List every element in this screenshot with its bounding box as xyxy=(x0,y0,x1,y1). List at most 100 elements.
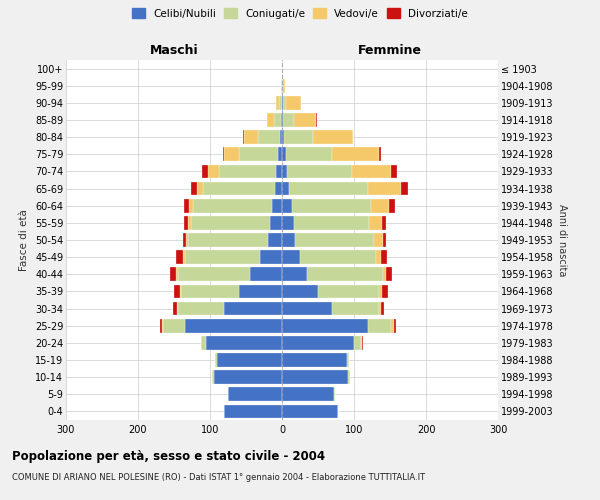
Bar xyxy=(275,182,282,196)
Bar xyxy=(289,182,368,196)
Bar xyxy=(371,199,389,212)
Bar xyxy=(318,284,379,298)
Bar xyxy=(295,233,374,247)
Bar xyxy=(176,250,184,264)
Bar xyxy=(185,319,282,332)
Bar xyxy=(191,216,271,230)
Bar xyxy=(379,302,382,316)
Bar xyxy=(361,336,362,349)
Bar xyxy=(347,353,349,367)
Bar xyxy=(267,113,274,127)
Bar xyxy=(316,113,317,127)
Bar xyxy=(244,130,258,144)
Bar xyxy=(243,130,244,144)
Bar xyxy=(275,96,279,110)
Bar xyxy=(282,268,307,281)
Bar xyxy=(184,216,188,230)
Bar xyxy=(272,199,282,212)
Bar xyxy=(276,164,282,178)
Bar xyxy=(282,404,338,418)
Bar xyxy=(282,302,332,316)
Bar xyxy=(292,199,371,212)
Bar xyxy=(274,113,281,127)
Bar xyxy=(386,268,392,281)
Bar xyxy=(224,404,282,418)
Bar xyxy=(197,182,203,196)
Bar xyxy=(212,370,214,384)
Bar xyxy=(176,268,178,281)
Bar xyxy=(391,164,397,178)
Bar xyxy=(280,130,282,144)
Bar xyxy=(354,336,361,349)
Bar xyxy=(287,164,352,178)
Bar xyxy=(223,148,224,161)
Bar xyxy=(282,216,293,230)
Bar xyxy=(313,130,353,144)
Bar xyxy=(382,302,384,316)
Bar xyxy=(178,302,224,316)
Bar xyxy=(282,182,289,196)
Bar xyxy=(282,336,354,349)
Bar xyxy=(178,268,250,281)
Bar xyxy=(185,250,260,264)
Bar xyxy=(282,113,283,127)
Bar xyxy=(193,199,272,212)
Bar xyxy=(181,284,239,298)
Bar xyxy=(283,79,285,92)
Bar xyxy=(215,353,217,367)
Bar xyxy=(281,113,282,127)
Bar xyxy=(224,302,282,316)
Bar xyxy=(214,370,282,384)
Bar xyxy=(293,216,369,230)
Bar xyxy=(282,388,334,401)
Y-axis label: Anni di nascita: Anni di nascita xyxy=(557,204,568,276)
Bar xyxy=(202,164,208,178)
Bar xyxy=(271,216,282,230)
Bar xyxy=(394,319,397,332)
Bar xyxy=(286,148,332,161)
Bar xyxy=(307,268,383,281)
Text: Maschi: Maschi xyxy=(149,44,199,58)
Bar xyxy=(282,250,300,264)
Bar xyxy=(282,319,368,332)
Bar xyxy=(286,96,301,110)
Bar xyxy=(383,233,386,247)
Bar xyxy=(258,130,280,144)
Bar xyxy=(368,182,401,196)
Bar xyxy=(174,284,180,298)
Bar xyxy=(191,182,197,196)
Bar xyxy=(203,182,275,196)
Bar xyxy=(182,233,186,247)
Bar xyxy=(228,388,282,401)
Bar xyxy=(282,199,292,212)
Bar xyxy=(268,233,282,247)
Bar xyxy=(163,319,185,332)
Bar xyxy=(250,268,282,281)
Bar xyxy=(162,319,163,332)
Bar xyxy=(379,284,382,298)
Bar xyxy=(173,302,177,316)
Bar xyxy=(376,250,382,264)
Bar xyxy=(379,148,382,161)
Text: COMUNE DI ARIANO NEL POLESINE (RO) - Dati ISTAT 1° gennaio 2004 - Elaborazione T: COMUNE DI ARIANO NEL POLESINE (RO) - Dat… xyxy=(12,472,425,482)
Bar xyxy=(170,268,176,281)
Bar xyxy=(282,164,287,178)
Bar xyxy=(283,96,286,110)
Bar xyxy=(383,268,386,281)
Bar xyxy=(180,284,181,298)
Bar xyxy=(184,250,185,264)
Bar xyxy=(278,148,282,161)
Bar xyxy=(282,233,295,247)
Bar xyxy=(382,284,388,298)
Bar xyxy=(391,319,394,332)
Bar xyxy=(282,148,286,161)
Bar xyxy=(200,336,206,349)
Bar xyxy=(189,199,193,212)
Bar xyxy=(389,199,395,212)
Text: Popolazione per età, sesso e stato civile - 2004: Popolazione per età, sesso e stato civil… xyxy=(12,450,325,463)
Bar xyxy=(208,164,218,178)
Bar xyxy=(332,148,379,161)
Bar xyxy=(281,79,282,92)
Bar xyxy=(332,302,379,316)
Bar xyxy=(368,319,391,332)
